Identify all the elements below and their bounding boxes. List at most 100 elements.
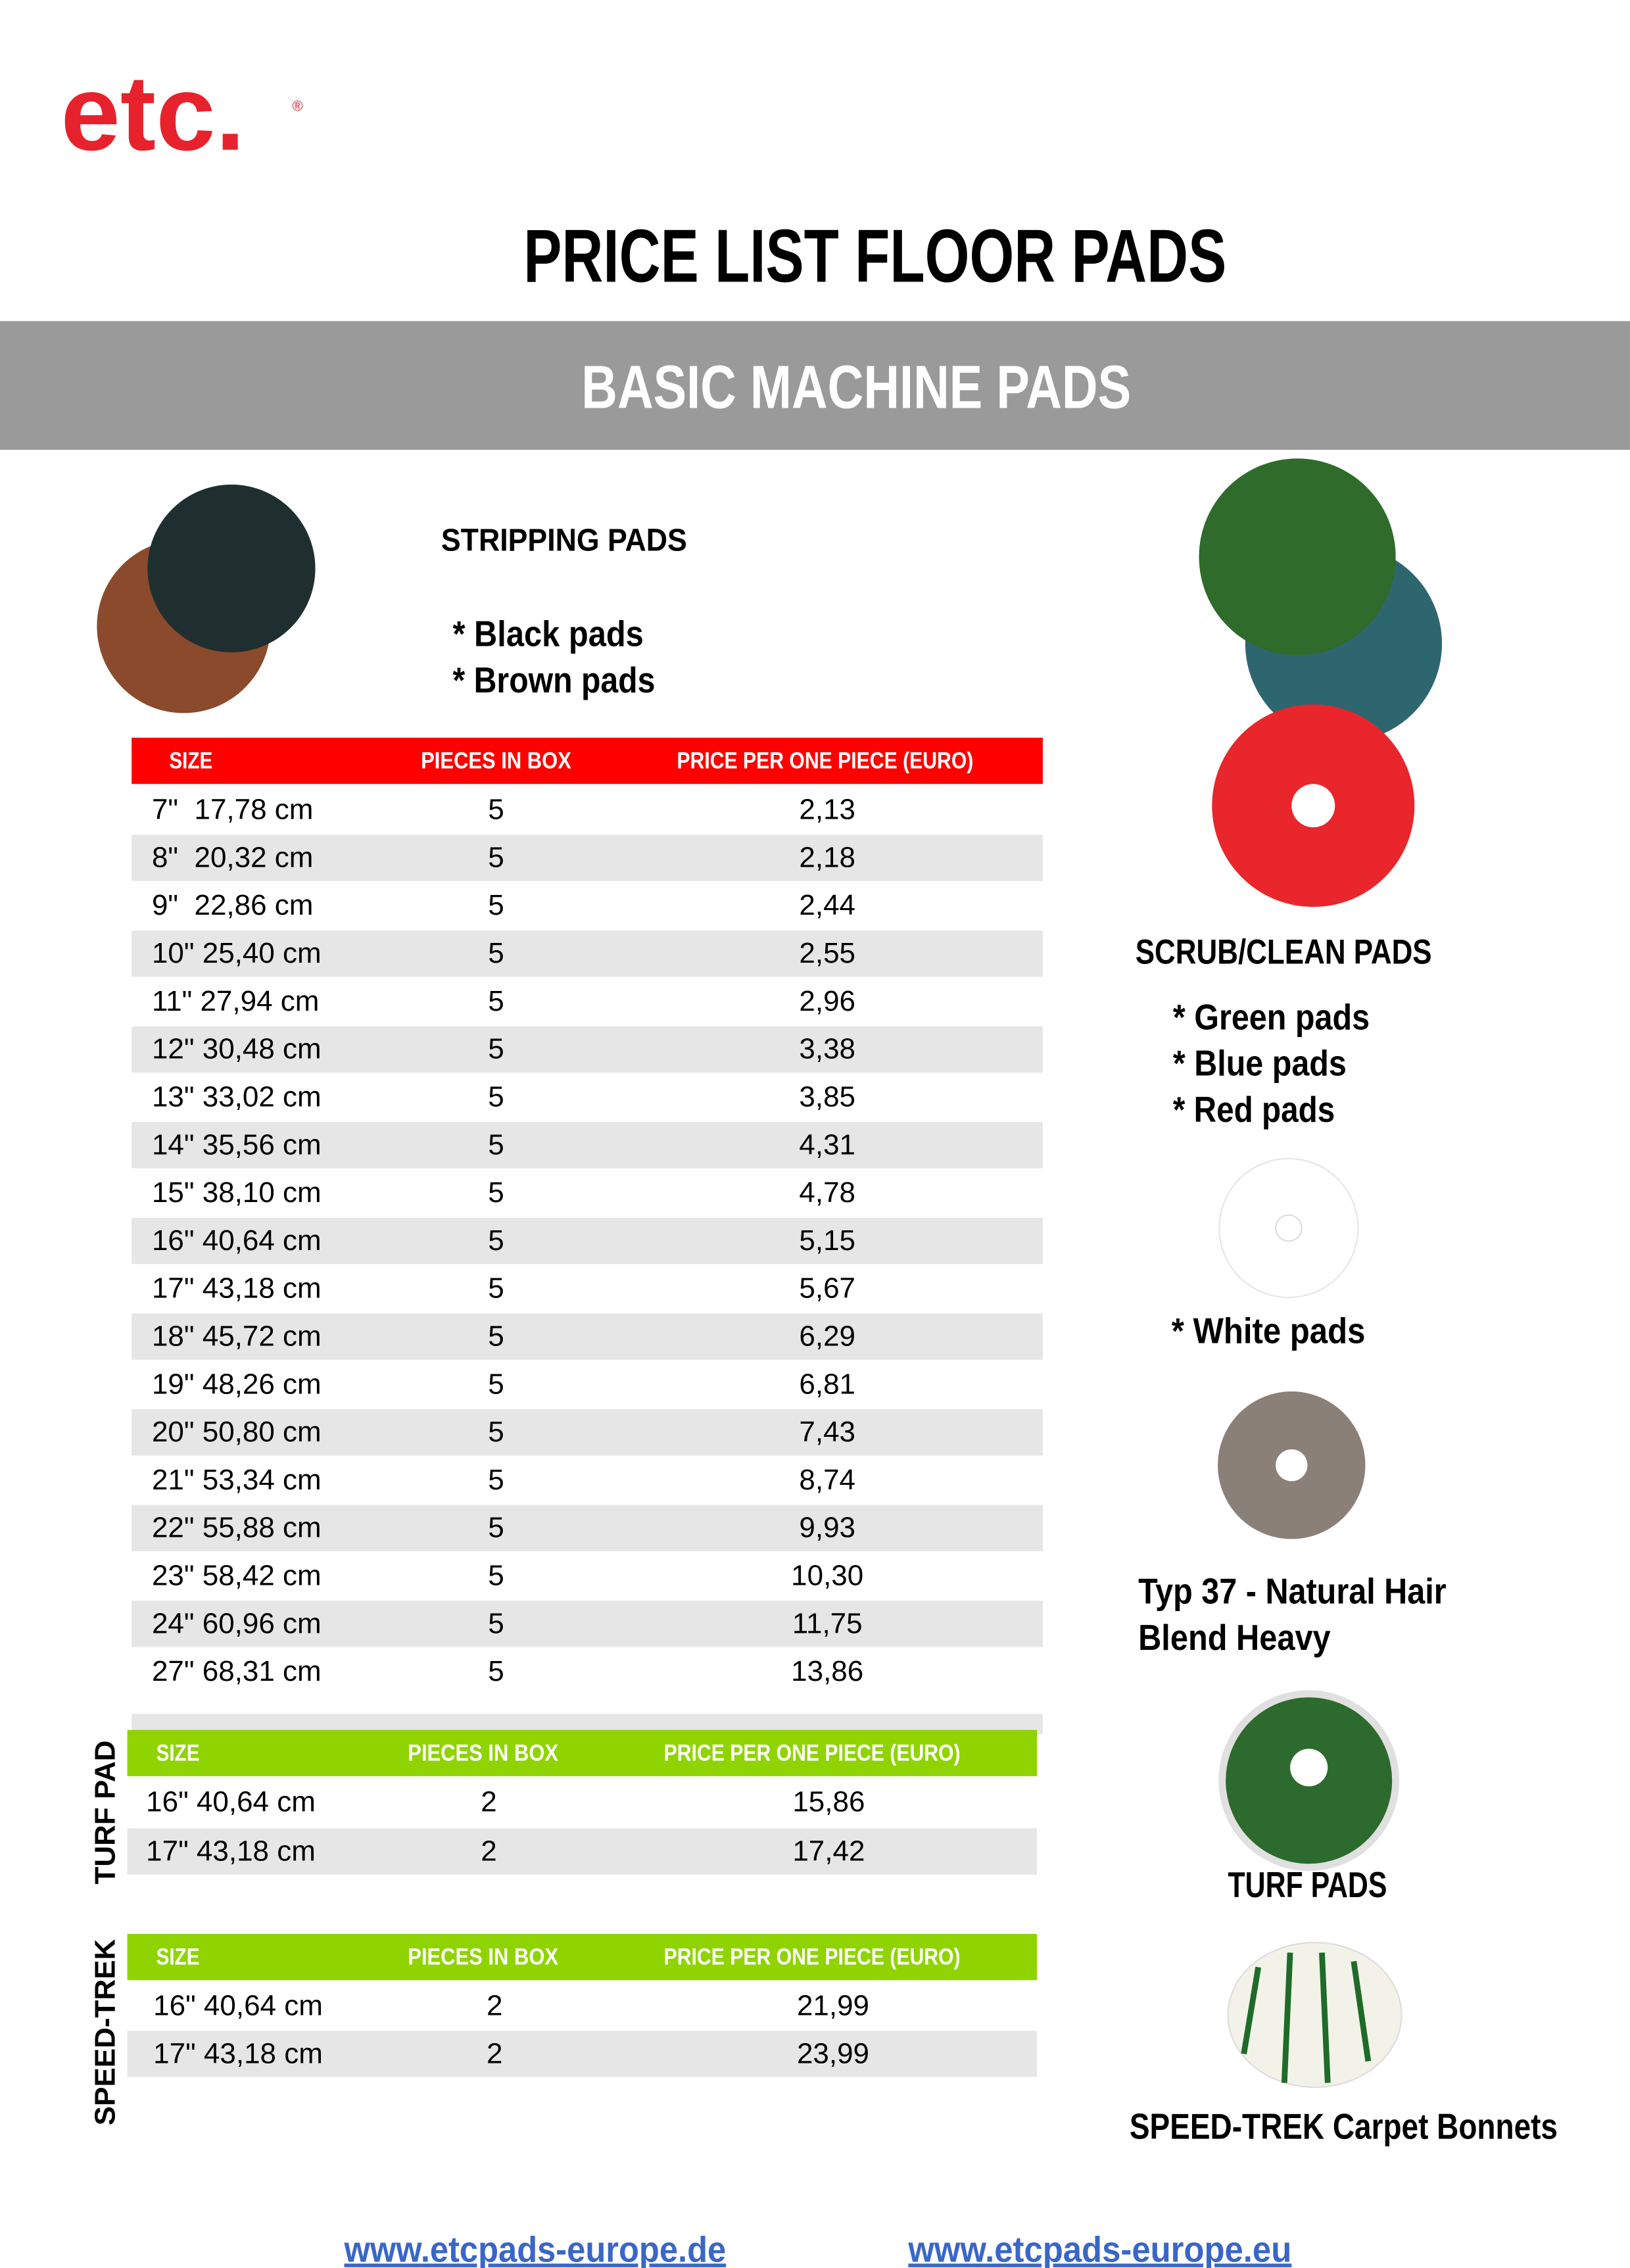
cell: 13" 33,02 cm [152,1080,322,1113]
stripping-item: * Brown pads [452,660,655,700]
cell: 5 [488,841,504,873]
cell: 6,81 [799,1368,855,1400]
cell: 9" 22,86 cm [152,889,313,921]
column-header: SIZE [169,748,212,773]
pad-hole [1276,1449,1308,1482]
cell: 5 [488,1128,504,1161]
cell: 5 [488,1368,504,1400]
cell: 16" 40,64 cm [153,1990,323,2022]
column-header: PRICE PER ONE PIECE (EURO) [664,1944,961,1970]
row-band [132,1313,1043,1360]
cell: 5 [488,1607,504,1639]
row-band [132,1601,1043,1647]
table-header [127,1729,1038,1777]
table-side-label: TURF PAD [89,1741,121,1885]
pad-hole [1291,784,1335,828]
row-band [132,1122,1043,1169]
cell: 5 [488,1560,504,1592]
column-header: PIECES IN BOX [421,748,571,773]
speed-trek-label: SPEED-TREK Carpet Bonnets [1130,2106,1558,2146]
bonnet [1227,1941,1402,2088]
cell: 2,55 [799,937,855,969]
cell: 3,38 [799,1033,855,1065]
row-band [132,1505,1043,1552]
cell: 20" 50,80 cm [152,1416,322,1448]
logo-mark: ® [292,98,302,114]
stripping-item: * Black pads [452,613,643,654]
cell: 9,93 [799,1512,855,1544]
cell: 8,74 [799,1464,855,1496]
column-header: PIECES IN BOX [408,1740,558,1766]
turf-label: TURF PADS [1228,1864,1387,1905]
cell: 5 [488,889,504,921]
cell: 16" 40,64 cm [152,1224,322,1257]
row-band [132,834,1043,881]
white-label: * White pads [1172,1311,1366,1351]
stripping-title: STRIPPING PADS [441,523,687,558]
cell: 5 [488,1416,504,1448]
cell: 22" 55,88 cm [152,1512,322,1544]
cell: 5 [488,794,504,826]
cell: 5 [488,1320,504,1352]
cell: 5 [488,985,504,1017]
cell: 3,85 [799,1080,855,1113]
cell: 5 [488,1080,504,1113]
cell: 2,44 [799,889,855,921]
cell: 2 [487,2037,502,2069]
cell: 10,30 [791,1560,863,1592]
table-side-label: SPEED-TREK [89,1939,121,2125]
scrub-title: SCRUB/CLEAN PADS [1136,933,1432,972]
cell: 8" 20,32 cm [152,841,313,873]
cell: 17" 43,18 cm [146,1835,316,1867]
cell: 6,29 [799,1320,855,1352]
pad-hole [1274,1214,1303,1242]
row-band [127,1828,1038,1875]
cell: 11" 27,94 cm [152,985,319,1017]
natural-label: Blend Heavy [1138,1617,1331,1658]
cell: 2 [481,1835,496,1867]
row-band [132,930,1043,977]
cell: 17,42 [792,1835,865,1867]
bonnet-stripes [1241,1952,1372,2083]
cell: 10" 25,40 cm [152,937,322,969]
cell: 21" 53,34 cm [152,1464,322,1496]
cell: 5 [488,1464,504,1496]
table-header [127,1933,1038,1981]
cell: 5 [488,1176,504,1209]
cell: 2 [481,1786,496,1818]
cell: 15,86 [792,1786,865,1818]
cell: 17" 43,18 cm [152,1272,322,1305]
cell: 5 [488,1655,504,1687]
cell: 2,18 [799,841,855,873]
cell: 19" 48,26 cm [152,1368,322,1400]
cell: 17" 43,18 cm [153,2037,323,2069]
scrub-item: * Blue pads [1173,1043,1347,1084]
cell: 12" 30,48 cm [152,1033,322,1065]
cell: 15" 38,10 cm [152,1176,322,1209]
green-pad [1199,458,1396,656]
cell: 5,67 [799,1272,855,1305]
column-header: SIZE [156,1944,200,1970]
scrub-item: * Green pads [1173,996,1370,1037]
cell: 23,99 [797,2037,869,2069]
title: PRICE LIST FLOOR PADS [523,214,1226,298]
column-header: PIECES IN BOX [408,1944,558,1970]
cell: 2,13 [799,794,855,826]
cell: 18" 45,72 cm [152,1320,322,1352]
cell: 21,99 [797,1990,869,2022]
cell: 5 [488,937,504,969]
pad-hole [1290,1749,1328,1787]
cell: 4,78 [799,1176,855,1209]
natural-label: Typ 37 - Natural Hair [1138,1571,1447,1612]
cell: 13,86 [791,1655,863,1687]
row-band [127,2031,1038,2077]
cell: 5 [488,1512,504,1544]
black-pad [147,484,316,653]
column-header: SIZE [156,1740,200,1766]
footer-link[interactable]: www.etcpads-europe.de [344,2229,727,2268]
cell: 2 [487,1990,502,2022]
cell: 5,15 [799,1224,855,1257]
footer-link[interactable]: www.etcpads-europe.eu [907,2229,1291,2268]
